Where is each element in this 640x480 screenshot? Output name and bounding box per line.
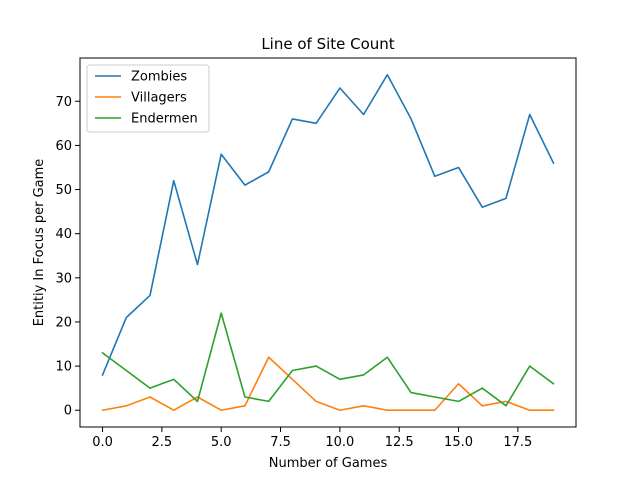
legend-label-endermen: Endermen	[131, 112, 198, 127]
legend-label-zombies: Zombies	[131, 70, 187, 85]
y-axis-ticks: 0 10 20 30 40 50 60 70	[55, 95, 80, 419]
x-tick-label: 17.5	[503, 435, 532, 450]
legend-label-villagers: Villagers	[131, 91, 187, 106]
y-tick-label: 0	[64, 404, 72, 419]
y-axis-label: Entitiy In Focus per Game	[32, 159, 47, 327]
y-tick-label: 10	[55, 360, 72, 375]
series-line-endermen	[101, 312, 555, 407]
x-tick-label: 15.0	[444, 435, 473, 450]
x-tick-label: 10.0	[325, 435, 354, 450]
y-tick-label: 50	[55, 183, 72, 198]
series-layer	[101, 73, 555, 412]
plot-frame	[79, 57, 577, 428]
x-tick-label: 5.0	[211, 435, 232, 450]
legend: Zombies Villagers Endermen	[86, 64, 210, 133]
x-axis-ticks: 0.0 2.5 5.0 7.5 10.0 12.5 15.0 17.5	[92, 427, 532, 450]
x-axis-label: Number of Games	[269, 456, 388, 471]
y-tick-label: 70	[55, 95, 72, 110]
y-tick-label: 60	[55, 139, 72, 154]
y-tick-label: 40	[55, 227, 72, 242]
x-tick-label: 7.5	[270, 435, 291, 450]
series-line-villagers	[101, 356, 555, 412]
chart-title: Line of Site Count	[261, 35, 394, 53]
y-tick-label: 30	[55, 271, 72, 286]
x-tick-label: 0.0	[92, 435, 113, 450]
series-line-zombies	[101, 73, 555, 376]
y-tick-label: 20	[55, 315, 72, 330]
x-tick-label: 2.5	[152, 435, 173, 450]
legend-box	[86, 64, 210, 133]
x-tick-label: 12.5	[385, 435, 414, 450]
